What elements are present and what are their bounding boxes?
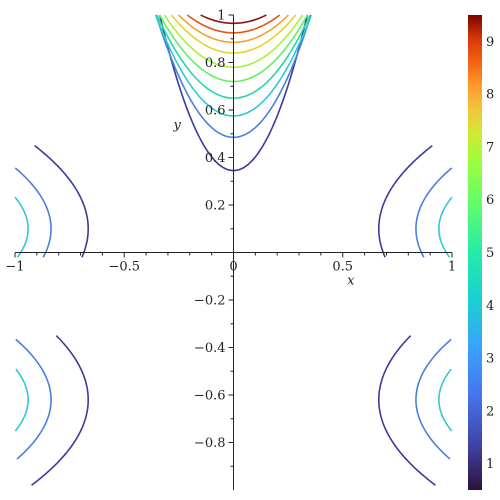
contour-line-side	[14, 368, 29, 432]
colorbar-label: 6	[486, 193, 494, 208]
x-ticks: −1 −0.5 0 0.5 1	[5, 252, 456, 275]
contour-line-side	[415, 338, 452, 460]
contour-line-side	[377, 335, 436, 486]
colorbar-label: 2	[486, 404, 494, 419]
colorbar-label: 3	[486, 352, 494, 367]
colorbar-label: 7	[486, 140, 494, 155]
y-tick-label: −0.2	[194, 294, 226, 309]
y-tick-label: 0.4	[205, 151, 226, 166]
contour-line-side	[438, 196, 453, 258]
colorbar-label: 5	[486, 246, 494, 261]
x-tick-label: 0	[229, 260, 237, 275]
colorbar-label: 1	[486, 457, 494, 472]
y-tick-label: −0.4	[194, 341, 226, 356]
colorbar-label: 9	[486, 35, 494, 50]
colorbar-label: 4	[486, 299, 494, 314]
x-tick-label: −1	[5, 260, 24, 275]
x-axis-label: x	[347, 274, 355, 289]
colorbar-gradient	[468, 15, 482, 490]
y-ticks: −0.8 −0.6 −0.4 −0.2 0.2 0.4 0.6 0.8 1	[194, 9, 234, 467]
colorbar: 1 2 3 4 5 6 7 8 9	[468, 15, 494, 490]
contour-line-side	[15, 338, 52, 460]
y-tick-label: −0.8	[194, 436, 226, 451]
axes: −1 −0.5 0 0.5 1 −0.8 −0.6 −0.4 −0.2 0.2 0.4 0.6 0.8…	[5, 9, 456, 490]
y-tick-label: −0.6	[194, 389, 226, 404]
y-tick-label: 0.6	[205, 104, 226, 119]
contour-line-side	[378, 144, 433, 258]
y-tick-label: 1	[217, 9, 225, 24]
contour-line-side	[14, 196, 29, 258]
colorbar-label: 8	[486, 88, 494, 103]
contour-line-side	[14, 167, 52, 258]
x-tick-label: 0.5	[332, 260, 353, 275]
contour-line-side	[34, 144, 89, 258]
colorbar-labels: 1 2 3 4 5 6 7 8 9	[486, 35, 494, 472]
x-tick-label: −0.5	[108, 260, 140, 275]
y-axis-label: y	[173, 118, 182, 133]
contour-line-side	[438, 368, 453, 432]
contour-line-side	[31, 335, 90, 486]
contour-line-side	[415, 167, 453, 258]
y-tick-label: 0.8	[205, 56, 226, 71]
y-tick-label: 0.2	[205, 199, 226, 214]
x-tick-label: 1	[448, 260, 456, 275]
